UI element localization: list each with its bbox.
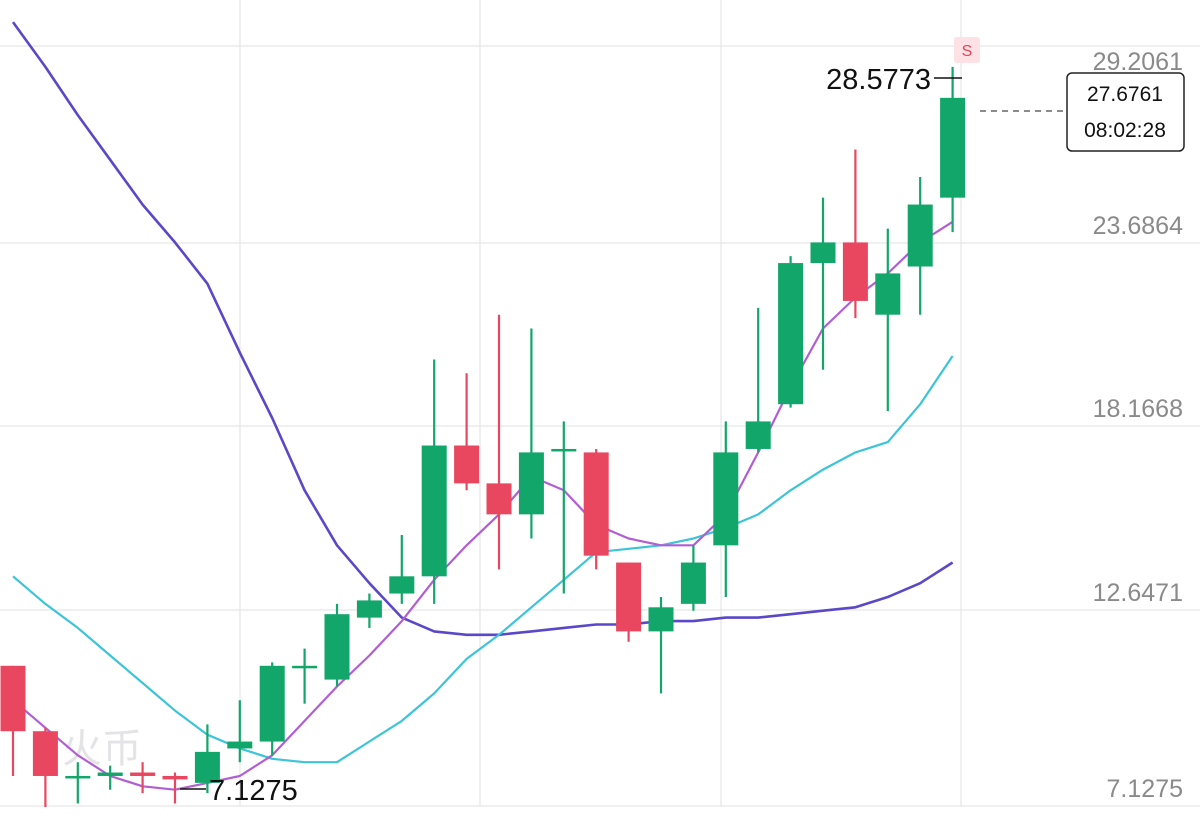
y-tick-label-5: 7.1275 [1107, 775, 1183, 803]
candle [356, 593, 382, 628]
candle [454, 373, 480, 491]
candle-body [583, 452, 609, 556]
candle-body [551, 448, 577, 452]
candle-body [810, 242, 836, 264]
candle-body [259, 665, 285, 742]
candle-body [227, 741, 253, 749]
candle-body [842, 242, 868, 301]
watermark: 火币 [62, 726, 142, 772]
ma-short-line [12, 220, 954, 791]
candle-body [97, 772, 123, 776]
candle [97, 765, 123, 790]
candle [324, 603, 350, 687]
candle-body [162, 775, 188, 780]
candle-body [421, 445, 447, 577]
y-tick-label-2: 23.6864 [1093, 212, 1183, 240]
low-price-label: 7.1275 [209, 775, 298, 807]
candle [713, 421, 739, 597]
candle [616, 562, 642, 642]
candle-body [680, 562, 706, 604]
candle [32, 727, 58, 807]
candle-body [745, 421, 771, 449]
candle-body [616, 562, 642, 632]
high-annotation: 28.5773 [826, 64, 962, 96]
candle [486, 314, 512, 570]
signal-marker: S [954, 37, 980, 63]
ma-medium-line [12, 355, 954, 764]
y-tick-label-4: 12.6471 [1093, 579, 1183, 607]
candle [227, 700, 253, 763]
candle [292, 648, 318, 704]
candle-body [907, 204, 933, 267]
candle [0, 665, 26, 776]
candle [518, 328, 544, 539]
candle-body [518, 452, 544, 515]
candle [778, 256, 804, 408]
candle-body [65, 775, 91, 779]
candle [875, 228, 901, 412]
candle [907, 177, 933, 315]
candle [745, 307, 771, 453]
low-annotation: 7.1275 [180, 775, 298, 807]
candle [194, 724, 220, 794]
candle-body [356, 600, 382, 618]
candle [810, 197, 836, 370]
candle-body [648, 607, 674, 632]
candle [65, 762, 91, 804]
last-price-tag-box [1066, 72, 1185, 152]
candle-body [778, 263, 804, 405]
candle-body [292, 665, 318, 669]
last-price-value: 27.6761 [1087, 83, 1163, 106]
candle [389, 535, 415, 604]
candle [940, 66, 966, 233]
y-tick-label-1: 29.2061 [1093, 48, 1183, 76]
last-price-tag: 27.6761 08:02:28 [1066, 72, 1185, 152]
candle-body [194, 751, 220, 783]
ma-long-line [11, 21, 954, 637]
candle-body [0, 665, 26, 732]
candle [162, 772, 188, 804]
signal-marker-text: S [962, 43, 973, 60]
candle-body [713, 452, 739, 546]
grid [0, 0, 1200, 807]
high-price-label: 28.5773 [826, 64, 931, 96]
candles [0, 66, 966, 807]
candle [583, 448, 609, 570]
candle-body [324, 614, 350, 680]
y-axis: 29.2061 23.6864 18.1668 12.6471 7.1275 [1093, 48, 1183, 803]
candle-body [130, 772, 156, 776]
candle [259, 662, 285, 756]
candle [421, 359, 447, 604]
y-tick-label-3: 18.1668 [1093, 395, 1183, 423]
candle [842, 149, 868, 319]
last-price-time: 08:02:28 [1084, 119, 1166, 142]
candle [648, 596, 674, 694]
signal-marker-box [954, 37, 980, 63]
candle-body [875, 273, 901, 315]
candle-body [454, 445, 480, 484]
candle-body [486, 483, 512, 515]
candle-body [32, 731, 58, 776]
candle [130, 762, 156, 794]
candle [680, 545, 706, 611]
candle-body [940, 97, 966, 198]
candle-body [389, 576, 415, 594]
moving-averages [11, 21, 954, 791]
candle [551, 421, 577, 594]
